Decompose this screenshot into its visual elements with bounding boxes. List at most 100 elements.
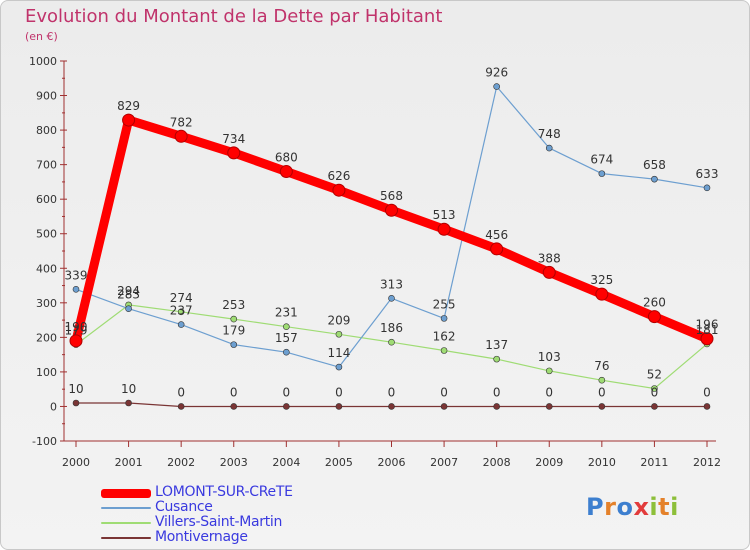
data-point <box>174 129 188 143</box>
legend-label: Cusance <box>155 499 213 515</box>
data-point <box>230 403 238 410</box>
data-label: 926 <box>485 66 508 80</box>
data-label: 162 <box>433 329 456 343</box>
legend-label: Villers-Saint-Martin <box>155 514 283 530</box>
legend-swatch <box>101 507 151 509</box>
data-point <box>283 348 290 356</box>
data-label: 0 <box>545 385 553 399</box>
data-label: 456 <box>485 228 508 242</box>
data-label: 0 <box>230 385 238 399</box>
data-point <box>177 321 185 328</box>
x-tick-label: 2010 <box>588 456 616 469</box>
data-point <box>493 403 500 410</box>
x-tick-label: 2001 <box>115 456 143 469</box>
data-label: 339 <box>65 268 88 282</box>
data-point <box>335 330 343 338</box>
data-label: 10 <box>121 382 136 396</box>
data-label: 0 <box>388 385 396 399</box>
data-point <box>703 184 711 192</box>
data-point <box>230 341 238 348</box>
data-label: 181 <box>696 323 719 337</box>
data-point <box>125 305 132 312</box>
x-tick-label: 2009 <box>535 456 563 469</box>
data-label: 633 <box>696 167 719 181</box>
data-label: 568 <box>380 189 403 203</box>
data-point <box>69 334 83 348</box>
y-tick-label: 0 <box>50 400 57 413</box>
data-label: 0 <box>493 385 501 399</box>
data-label: 0 <box>651 385 659 399</box>
y-tick-label: 800 <box>36 124 57 137</box>
y-tick-label: 400 <box>36 262 57 275</box>
data-point <box>283 323 290 330</box>
data-point <box>177 308 185 316</box>
data-label: 157 <box>275 331 298 345</box>
y-tick-label: 300 <box>36 297 57 310</box>
data-point <box>545 367 553 375</box>
data-point <box>545 403 553 410</box>
data-point <box>72 399 80 407</box>
data-label: 274 <box>170 291 193 305</box>
data-label: 0 <box>440 385 448 399</box>
data-label: 0 <box>703 385 711 399</box>
data-label: 196 <box>696 318 719 332</box>
legend-label: Montivernage <box>155 529 248 545</box>
x-tick-label: 2005 <box>325 456 353 469</box>
data-point <box>651 175 658 183</box>
legend-swatch <box>101 522 151 524</box>
data-point <box>227 146 241 160</box>
data-label: 190 <box>65 320 88 334</box>
data-point <box>388 338 395 346</box>
data-point <box>72 286 80 293</box>
data-label: 283 <box>117 288 140 302</box>
data-label: 209 <box>327 313 350 327</box>
data-point <box>283 403 290 410</box>
data-label: 76 <box>594 359 609 373</box>
data-label: 782 <box>170 115 193 129</box>
data-point <box>542 265 556 279</box>
y-tick-label: 200 <box>36 331 57 344</box>
legend-swatch <box>101 488 151 498</box>
x-tick-label: 2002 <box>167 456 195 469</box>
data-label: 674 <box>590 153 613 167</box>
data-point <box>598 376 606 384</box>
data-label: 260 <box>643 296 666 310</box>
data-label: 748 <box>538 127 561 141</box>
x-tick-label: 2008 <box>483 456 511 469</box>
data-label: 829 <box>117 99 140 113</box>
chart-subtitle: (en €) <box>25 30 58 43</box>
legend-swatch <box>101 537 151 539</box>
data-label: 626 <box>327 169 350 183</box>
data-label: 103 <box>538 350 561 364</box>
data-label: 179 <box>65 324 88 338</box>
y-tick-label: -100 <box>32 435 57 448</box>
data-point <box>598 403 606 410</box>
data-point <box>440 347 448 354</box>
data-label: 231 <box>275 306 298 320</box>
y-tick-label: 500 <box>36 228 57 241</box>
chart-title: Evolution du Montant de la Dette par Hab… <box>25 6 443 27</box>
data-label: 680 <box>275 151 298 165</box>
data-point <box>493 83 500 90</box>
data-point <box>440 403 448 410</box>
data-label: 325 <box>590 273 613 287</box>
data-point <box>122 113 136 127</box>
data-label: 10 <box>68 382 83 396</box>
data-point <box>385 203 398 217</box>
x-tick-label: 2003 <box>220 456 248 469</box>
data-point <box>703 403 711 410</box>
data-point <box>437 222 451 236</box>
y-tick-label: 600 <box>36 193 57 206</box>
data-point <box>440 315 448 322</box>
data-label: 179 <box>222 324 245 338</box>
y-tick-label: 100 <box>36 366 57 379</box>
x-tick-label: 2012 <box>693 456 721 469</box>
y-tick-label: 900 <box>36 90 57 103</box>
data-label: 388 <box>538 251 561 265</box>
data-label: 0 <box>335 385 343 399</box>
data-label: 0 <box>177 385 185 399</box>
data-label: 513 <box>433 208 456 222</box>
data-point <box>388 403 395 410</box>
data-point <box>125 399 132 407</box>
